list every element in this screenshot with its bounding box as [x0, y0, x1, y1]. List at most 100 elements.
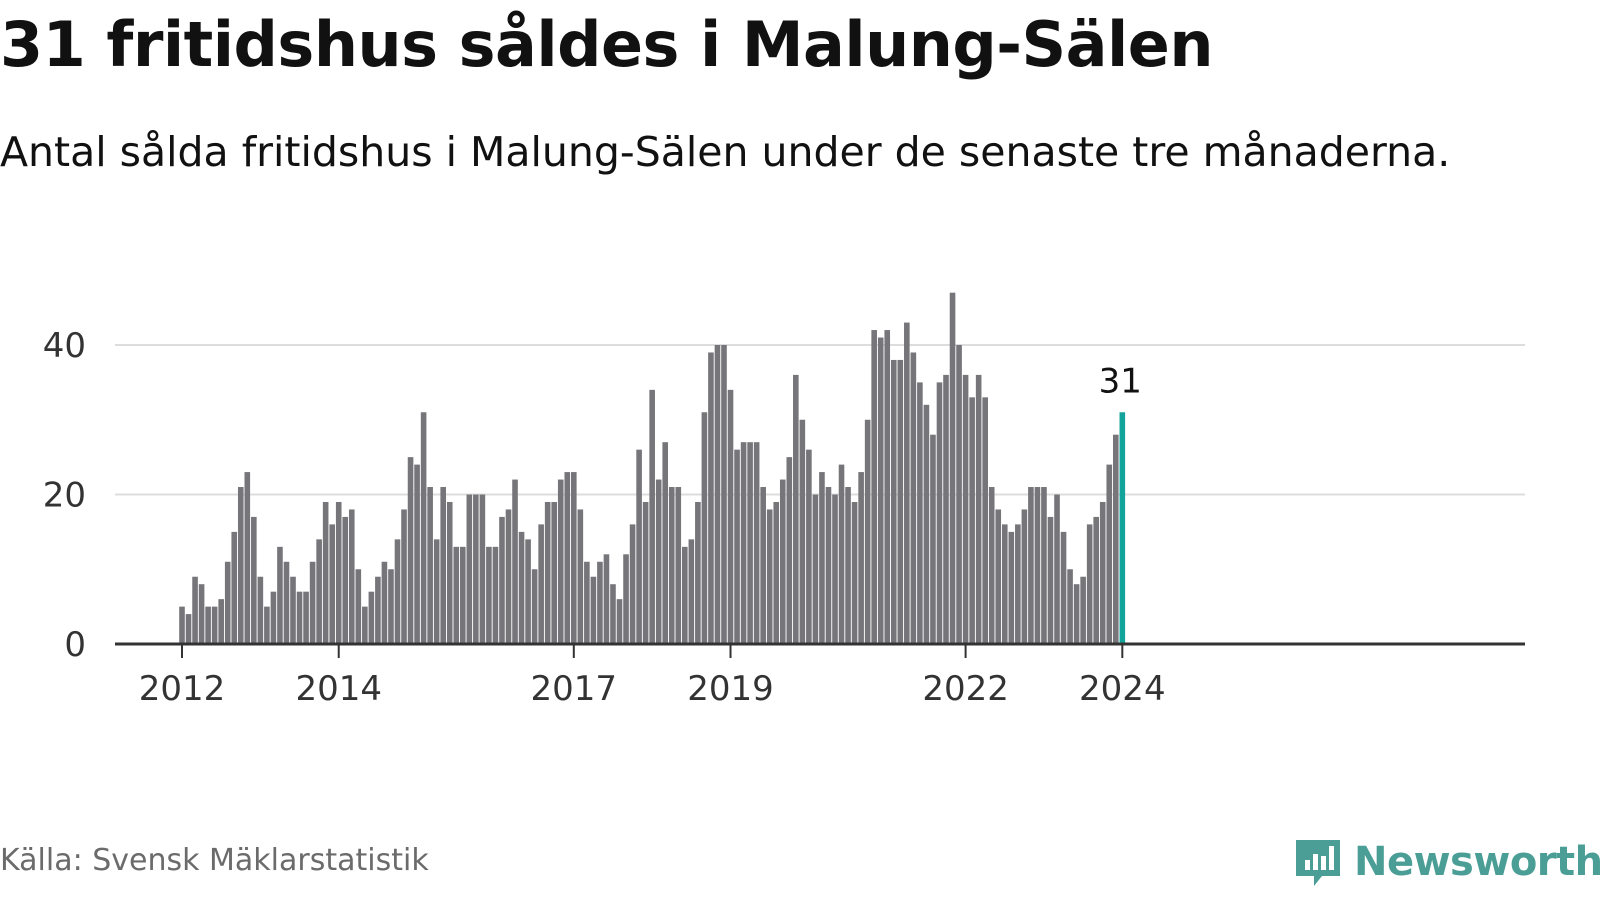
bar	[603, 554, 610, 644]
bar	[760, 487, 766, 644]
bar	[1086, 524, 1093, 644]
bar	[773, 501, 780, 644]
bar	[584, 561, 590, 644]
bar	[930, 434, 936, 644]
bar	[721, 345, 727, 644]
bar	[936, 382, 943, 645]
y-tick-label: 40	[43, 326, 86, 366]
bar	[786, 457, 793, 645]
bar	[1093, 516, 1099, 644]
bar	[636, 449, 642, 644]
bar	[943, 374, 949, 644]
bar	[394, 539, 401, 644]
x-tick-label: 2014	[295, 669, 382, 709]
bar	[407, 457, 414, 645]
bar	[969, 397, 975, 644]
bar	[897, 359, 904, 644]
bar	[1015, 524, 1021, 644]
bar	[329, 524, 335, 644]
bar	[453, 546, 460, 644]
bar	[1080, 576, 1086, 644]
source-note: Källa: Svensk Mäklarstatistik	[0, 843, 429, 878]
bar	[342, 516, 349, 644]
bar	[655, 479, 662, 644]
bar	[296, 591, 303, 644]
bar	[283, 561, 290, 644]
bar	[1034, 487, 1041, 644]
bar	[858, 472, 864, 644]
bar	[623, 554, 629, 644]
bar	[668, 487, 675, 644]
bar	[479, 494, 486, 644]
bar	[616, 599, 623, 644]
bar	[505, 509, 512, 644]
bar	[499, 516, 505, 644]
bar	[975, 374, 982, 644]
bar	[1028, 487, 1034, 644]
bar	[316, 539, 322, 644]
bar	[682, 546, 688, 644]
bar	[257, 576, 264, 644]
bar	[753, 442, 760, 644]
bar	[531, 569, 538, 644]
bar	[884, 330, 891, 644]
bar	[303, 591, 309, 644]
bar	[949, 292, 956, 644]
bar	[962, 374, 969, 644]
x-tick-label: 2024	[1079, 669, 1166, 709]
bar	[198, 584, 205, 644]
bar	[734, 449, 740, 644]
bar	[388, 569, 394, 644]
bar	[649, 389, 655, 644]
bar	[1099, 501, 1106, 644]
bar	[806, 449, 812, 644]
x-tick-label: 2022	[922, 669, 1009, 709]
bar	[446, 501, 453, 644]
bar	[381, 561, 388, 644]
bar	[1041, 487, 1047, 644]
bar	[211, 606, 218, 645]
bar	[877, 337, 884, 644]
bar	[917, 382, 923, 645]
bar	[1106, 464, 1113, 644]
bar	[642, 501, 649, 644]
bar	[793, 374, 799, 644]
bar	[597, 561, 603, 644]
bar	[1054, 494, 1060, 644]
bar	[832, 494, 838, 644]
bar	[348, 509, 355, 644]
bar	[838, 464, 845, 644]
bar	[675, 487, 682, 644]
bar	[995, 509, 1002, 644]
bar	[322, 501, 329, 644]
chart-subtitle: Antal sålda fritidshus i Malung-Sälen un…	[0, 128, 1451, 176]
bar	[414, 464, 420, 644]
chart-title: 31 fritidshus såldes i Malung-Sälen	[0, 8, 1213, 81]
bar	[923, 404, 930, 644]
bar	[890, 359, 897, 644]
bar	[564, 472, 571, 644]
x-tick-label: 2019	[687, 669, 774, 709]
bar	[701, 412, 708, 644]
x-tick-label: 2017	[531, 669, 618, 709]
bar	[309, 561, 316, 644]
bar	[1073, 584, 1080, 644]
bar	[368, 591, 375, 644]
bar	[988, 487, 995, 644]
bar	[812, 494, 819, 644]
bar	[727, 389, 734, 644]
newsworthy-logo[interactable]: Newsworthy	[1292, 836, 1600, 888]
bar	[375, 576, 381, 644]
bar	[473, 494, 479, 644]
bar	[270, 591, 277, 644]
bar	[185, 614, 192, 644]
bar	[1067, 569, 1073, 644]
bar	[486, 546, 492, 644]
bar	[192, 576, 198, 644]
bar	[864, 419, 871, 644]
bar	[982, 397, 988, 644]
bar	[440, 487, 446, 644]
bar	[557, 479, 564, 644]
bar	[747, 442, 753, 644]
bar	[244, 472, 251, 644]
